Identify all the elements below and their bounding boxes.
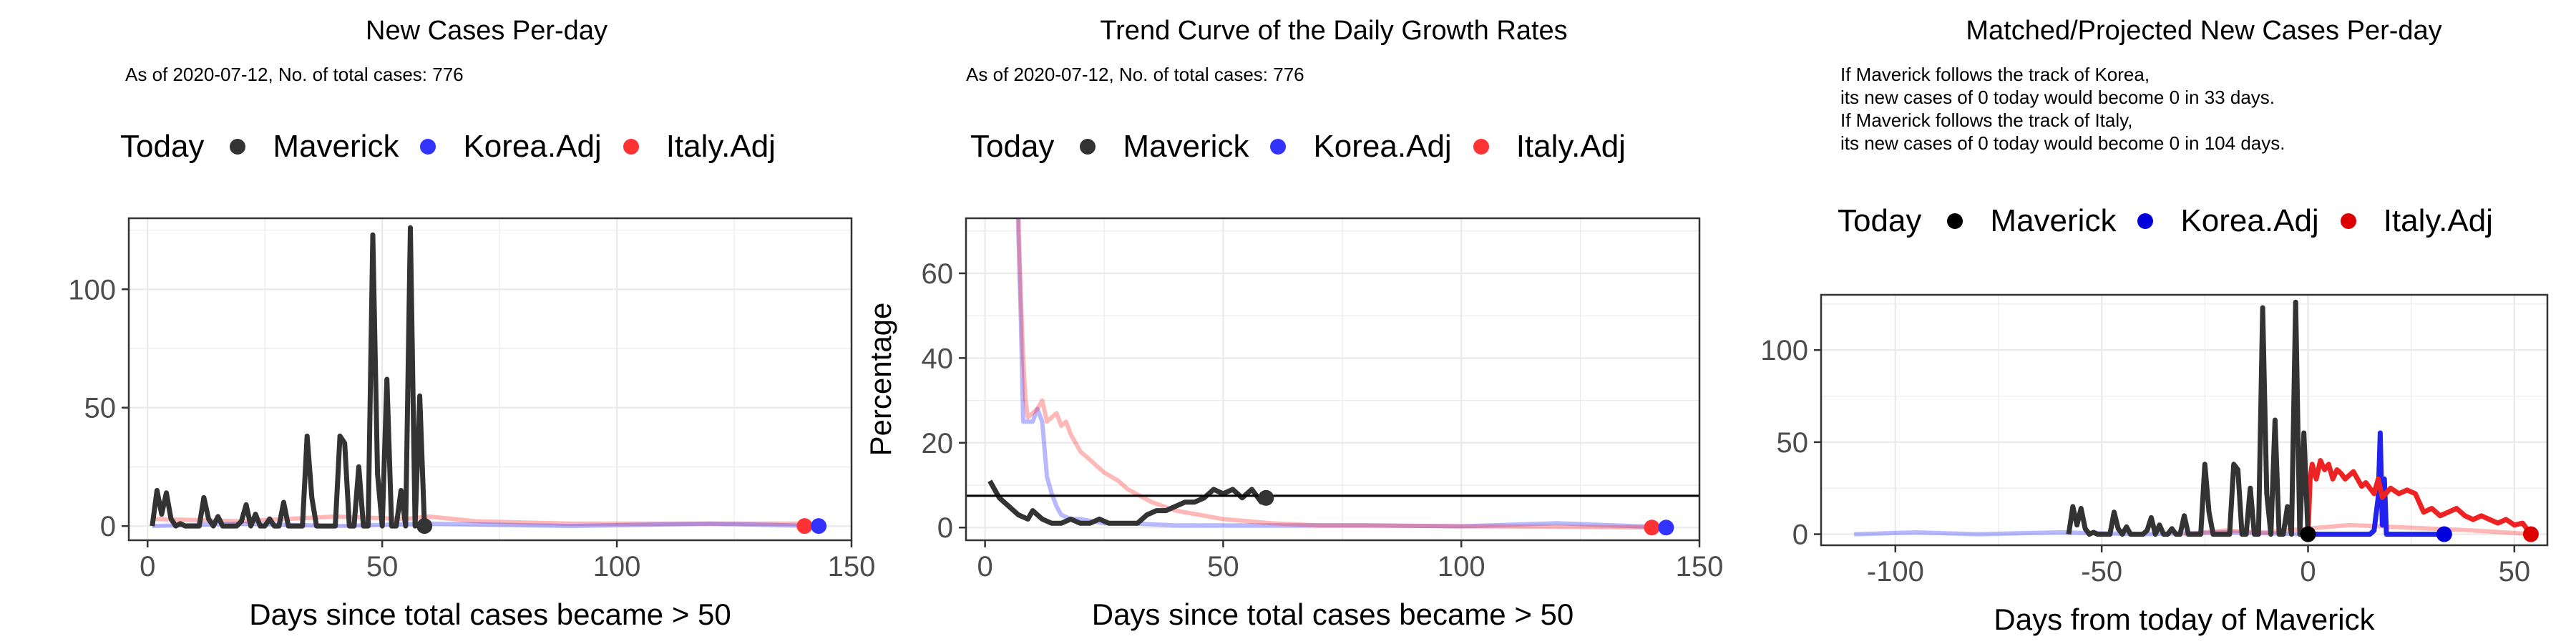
y-tick-label: 100 <box>68 274 116 306</box>
y-tick-label: 50 <box>1777 427 1809 459</box>
plot-background <box>129 218 852 540</box>
x-tick-label: 150 <box>828 551 876 582</box>
legend-dot-italy <box>1473 139 1489 155</box>
plot-background <box>1821 295 2547 545</box>
legend-item-maverick: Maverick <box>230 129 399 165</box>
legend-label: Italy.Adj <box>1516 129 1626 164</box>
legend-item-italy: Italy.Adj <box>2340 203 2493 239</box>
x-tick-label: 50 <box>1207 551 1239 582</box>
plot-background <box>966 218 1699 540</box>
x-tick-label: 100 <box>593 551 641 582</box>
y-tick-label: 60 <box>922 258 954 290</box>
legend-dot-korea <box>420 139 436 155</box>
legend-item-korea: Korea.Adj <box>2137 203 2319 239</box>
x-tick-label: 50 <box>2499 556 2531 587</box>
legend-dot-maverick <box>1947 213 1963 229</box>
today-point-italy-adj <box>796 518 813 535</box>
today-point-korea-adj <box>811 518 827 535</box>
y-tick-label: 0 <box>937 512 953 544</box>
legend-item-italy: Italy.Adj <box>623 129 776 165</box>
y-tick-label: 20 <box>922 428 954 459</box>
today-point-korea-adj <box>1658 519 1674 536</box>
y-tick-label: 100 <box>1760 335 1808 366</box>
plot-border <box>127 217 853 542</box>
legend-dot-maverick <box>230 139 246 155</box>
legend-label: Italy.Adj <box>2383 203 2493 238</box>
series-line-maverick <box>2066 299 2311 537</box>
chart-subtitle: As of 2020-07-12, No. of total cases: 77… <box>125 64 464 85</box>
chart-title: Trend Curve of the Daily Growth Rates <box>1100 16 1568 46</box>
x-tick-label: 0 <box>140 551 155 582</box>
chart-plot: 0 50 100 150 0 50 100 Days since total cases be… <box>68 217 875 631</box>
today-point-korea-adj <box>2436 526 2452 542</box>
today-point-maverick <box>1258 489 1274 506</box>
legend-item-korea: Korea.Adj <box>420 129 602 165</box>
x-axis-label: Days from today of Maverick <box>1994 602 2375 636</box>
legend-dot-italy <box>623 139 639 155</box>
x-tick-label: 100 <box>1438 551 1485 582</box>
note-line: its new cases of 0 today would become 0 … <box>1840 87 2275 108</box>
x-tick-label: 150 <box>1676 551 1724 582</box>
plot-border <box>1820 293 2549 547</box>
series-line-italy-adj-past- <box>2184 522 2535 537</box>
today-point-italy-adj <box>1644 519 1660 536</box>
legend-dot-korea <box>2137 213 2154 229</box>
x-tick-label: -100 <box>1867 556 1924 587</box>
legend-label: Korea.Adj <box>1313 129 1452 164</box>
legend-item-maverick: Maverick <box>1947 203 2116 239</box>
y-axis-label: Percentage <box>864 303 897 457</box>
x-tick-label: -50 <box>2081 556 2122 587</box>
series-line-maverick <box>987 479 1268 526</box>
legend-label: Italy.Adj <box>665 129 776 164</box>
legend-label: Maverick <box>1123 129 1249 164</box>
legend: Today Maverick Korea.Adj Italy.Adj <box>1838 203 2514 239</box>
series-line-italy-adj <box>1016 218 1652 530</box>
legend-title: Today <box>120 129 205 164</box>
note-line: If Maverick follows the track of Italy, <box>1840 109 2133 131</box>
x-tick-label: 0 <box>2300 556 2316 587</box>
legend-dot-italy <box>2340 213 2356 229</box>
y-tick-label: 40 <box>922 343 954 374</box>
y-tick-label: 50 <box>84 393 117 424</box>
legend-item-korea: Korea.Adj <box>1270 129 1452 165</box>
plot-border <box>965 217 1701 542</box>
legend-label: Korea.Adj <box>463 129 602 164</box>
legend-item-maverick: Maverick <box>1080 129 1249 165</box>
legend-label: Maverick <box>273 129 399 164</box>
legend-dot-korea <box>1270 139 1287 155</box>
series-line-italy-adj <box>2306 458 2533 536</box>
today-point-italy-adj <box>2522 526 2539 542</box>
projection-note: If Maverick follows the track of Korea, … <box>1840 63 2285 155</box>
x-axis-label: Days since total cases became > 50 <box>1092 597 1574 631</box>
note-line: If Maverick follows the track of Korea, <box>1840 64 2150 85</box>
y-tick-label: 0 <box>100 511 116 542</box>
legend-title: Today <box>970 129 1055 164</box>
legend-dot-maverick <box>1080 139 1096 155</box>
legend-label: Korea.Adj <box>2180 203 2319 238</box>
x-tick-label: 50 <box>366 551 399 582</box>
y-tick-label: 0 <box>1792 519 1808 551</box>
note-line: its new cases of 0 today would become 0 … <box>1840 132 2285 154</box>
series-line-maverick <box>150 225 427 529</box>
legend-item-italy: Italy.Adj <box>1473 129 1626 165</box>
chart-plot: 0 50 100 150 0 20 40 60 Days since total cases b… <box>864 217 1723 631</box>
x-axis-label: Days since total cases became > 50 <box>249 597 731 631</box>
chart-subtitle: As of 2020-07-12, No. of total cases: 77… <box>966 64 1304 85</box>
legend-label: Maverick <box>1990 203 2117 238</box>
chart-title: Matched/Projected New Cases Per-day <box>1966 16 2442 46</box>
today-point-maverick <box>416 518 433 535</box>
today-point-maverick <box>2300 526 2316 542</box>
series-line-korea-adj <box>1016 218 1667 530</box>
chart-title: New Cases Per-day <box>366 16 608 46</box>
legend-title: Today <box>1838 203 1922 238</box>
legend: Today Maverick Korea.Adj Italy.Adj <box>120 129 797 165</box>
legend: Today Maverick Korea.Adj Italy.Adj <box>970 129 1647 165</box>
x-tick-label: 0 <box>977 551 992 582</box>
series-line-korea-adj <box>2308 430 2444 537</box>
